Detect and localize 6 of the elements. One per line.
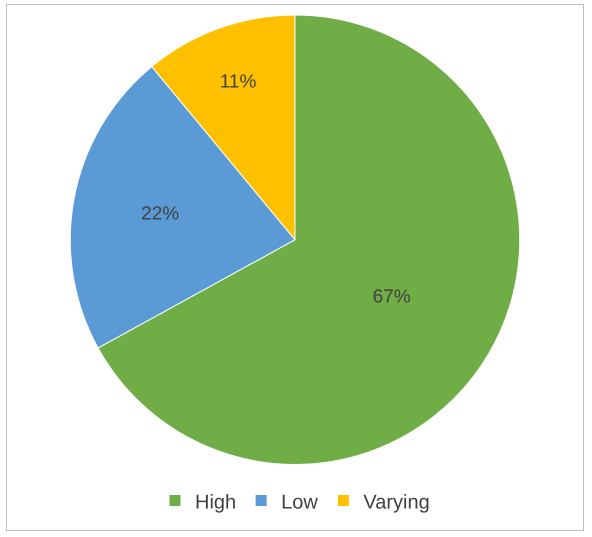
legend-label: Low bbox=[281, 491, 318, 514]
legend-label: High bbox=[195, 491, 236, 514]
data-label: 22% bbox=[141, 204, 180, 225]
data-label: 11% bbox=[220, 71, 256, 92]
legend-label: Varying bbox=[363, 491, 430, 514]
data-label: 67% bbox=[372, 286, 411, 308]
